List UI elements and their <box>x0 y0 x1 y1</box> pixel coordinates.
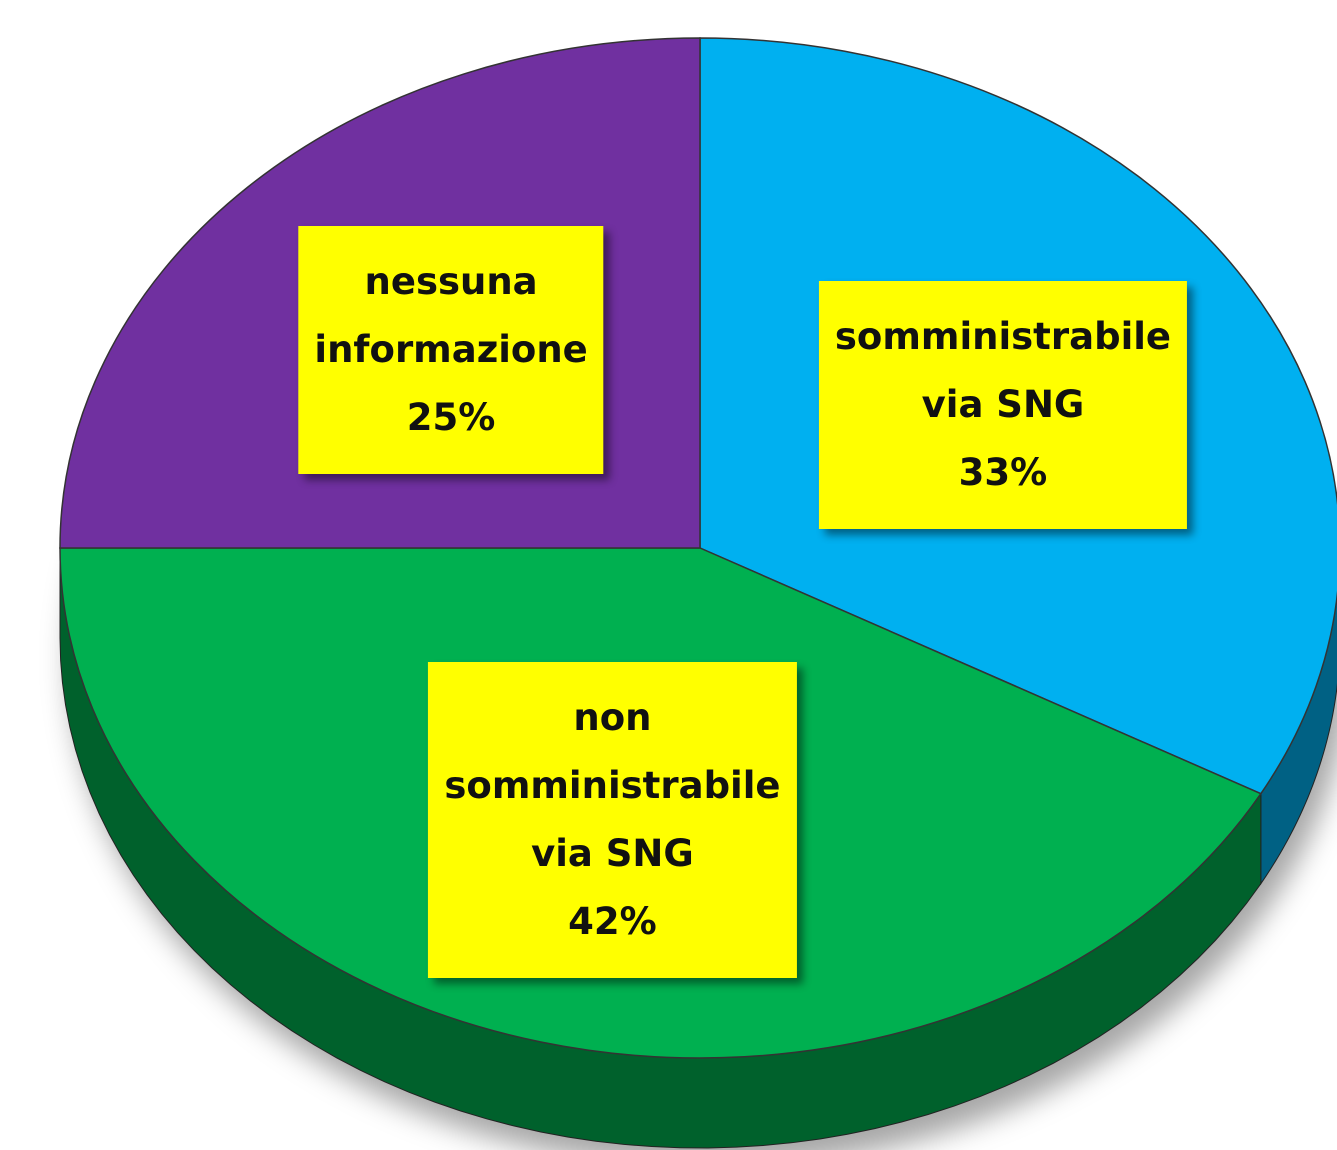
value-label: 33% <box>958 451 1048 495</box>
category-label: non somministrabile via SNG <box>444 695 781 875</box>
data-label: non somministrabile via SNG 42% <box>428 661 797 978</box>
value-label: 25% <box>406 395 496 439</box>
value-label: 42% <box>568 899 657 943</box>
data-label: nessuna informazione 25% <box>298 225 604 474</box>
data-label: somministrabile via SNG 33% <box>818 281 1188 530</box>
category-label: somministrabile via SNG <box>834 315 1172 427</box>
category-label: nessuna informazione <box>314 259 588 371</box>
